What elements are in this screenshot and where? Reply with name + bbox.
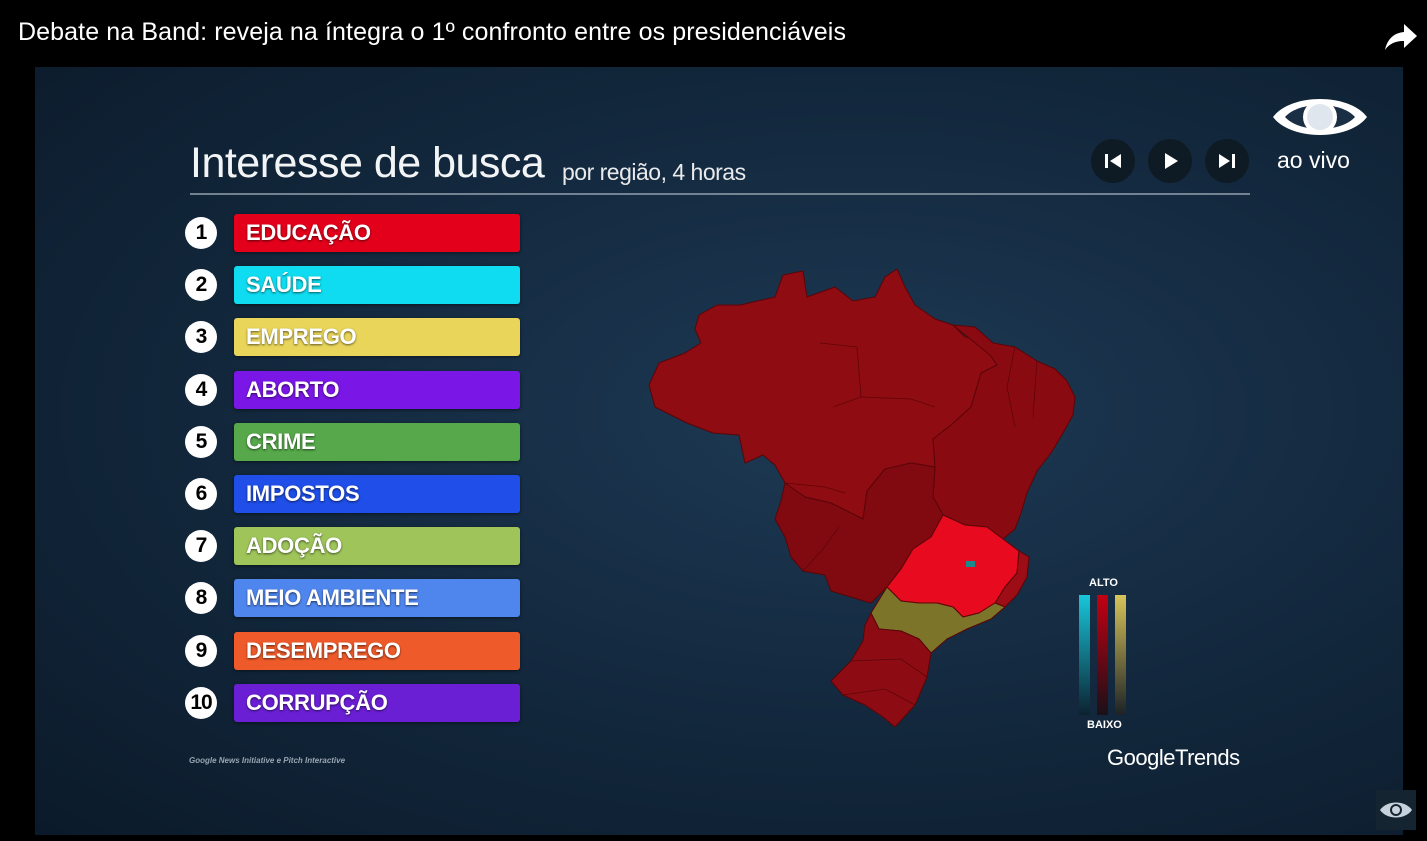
topic-label: MEIO AMBIENTE — [246, 585, 419, 611]
legend-bar-educacao — [1097, 595, 1108, 715]
skip-previous-button[interactable] — [1091, 139, 1135, 183]
topic-color-bar — [234, 683, 520, 722]
topic-row[interactable]: 8 MEIO AMBIENTE — [183, 578, 523, 618]
play-icon — [1165, 153, 1178, 169]
map-region-south — [830, 612, 932, 727]
topic-rank: 3 — [185, 321, 217, 354]
skip-next-icon — [1219, 154, 1235, 168]
topic-row[interactable]: 1 EDUCAÇÃO — [183, 213, 523, 253]
graphic-title: Interesse de busca — [190, 139, 545, 187]
topic-rank: 1 — [185, 217, 217, 249]
band-eye-watermark-icon — [1380, 802, 1412, 818]
topic-label: EDUCAÇÃO — [246, 220, 371, 245]
topic-label: ABORTO — [246, 376, 340, 402]
skip-previous-icon — [1105, 154, 1121, 168]
map-legend — [1079, 595, 1126, 715]
topic-row[interactable]: 6 IMPOSTOS — [183, 474, 523, 514]
map-federal-district — [966, 561, 975, 567]
topic-row[interactable]: 10 CORRUPÇÃO — [183, 683, 523, 723]
topic-color-bar — [234, 370, 520, 409]
topic-label: DESEMPREGO — [246, 637, 401, 663]
legend-high-label: ALTO — [1089, 577, 1118, 589]
topic-color-bar — [234, 422, 520, 461]
topic-color-bar — [234, 579, 520, 618]
play-button[interactable] — [1148, 139, 1192, 183]
topic-color-bar — [234, 266, 520, 305]
topic-row[interactable]: 3 EMPREGO — [183, 317, 523, 357]
topic-row[interactable]: 5 CRIME — [183, 422, 523, 462]
topic-row[interactable]: 7 ADOÇÃO — [183, 526, 523, 566]
channel-watermark — [1376, 790, 1416, 830]
topic-label: SAÚDE — [246, 272, 322, 298]
topic-rank: 10 — [185, 686, 217, 719]
topic-row[interactable]: 4 ABORTO — [183, 370, 523, 410]
topic-label: IMPOSTOS — [246, 481, 360, 506]
topic-rank: 7 — [185, 530, 217, 563]
topic-label: EMPREGO — [246, 324, 357, 350]
band-eye-logo — [1273, 99, 1367, 135]
topic-rank: 4 — [185, 373, 217, 406]
graphic-subtitle: por região, 4 horas — [562, 159, 746, 185]
google-trends-logo: GoogleTrends — [1107, 745, 1240, 771]
topic-rank: 5 — [185, 425, 217, 458]
title-divider — [190, 193, 1250, 195]
topic-label: ADOÇÃO — [246, 533, 342, 559]
share-arrow-icon[interactable] — [1384, 22, 1418, 52]
google-trends-google: Google — [1107, 745, 1175, 770]
topic-rank: 2 — [185, 269, 217, 302]
video-frame[interactable]: Interesse de busca por região, 4 horas a… — [35, 67, 1403, 835]
topic-color-bar — [234, 214, 520, 252]
topic-color-bar — [234, 631, 520, 670]
topic-color-bar — [234, 475, 520, 513]
topic-rank: 9 — [185, 634, 217, 667]
topic-label: CRIME — [246, 428, 316, 454]
video-title: Debate na Band: reveja na íntegra o 1º c… — [18, 18, 847, 46]
topic-color-bar — [234, 527, 520, 566]
legend-bar-emprego — [1115, 595, 1126, 715]
topic-label: CORRUPÇÃO — [246, 689, 388, 715]
topic-color-bar — [234, 318, 520, 357]
graphic-credit: Google News Initiative e Pitch Interacti… — [189, 756, 346, 765]
legend-bar-saude — [1079, 595, 1090, 715]
topic-row[interactable]: 2 SAÚDE — [183, 265, 523, 305]
brazil-region-map — [648, 268, 1076, 727]
map-region-northeast — [932, 324, 1076, 540]
skip-next-button[interactable] — [1205, 139, 1249, 183]
topic-rank: 8 — [185, 582, 217, 615]
topic-row[interactable]: 9 DESEMPREGO — [183, 631, 523, 671]
legend-low-label: BAIXO — [1087, 719, 1122, 731]
google-trends-trends: Trends — [1174, 745, 1240, 770]
live-label: ao vivo — [1277, 147, 1350, 173]
topic-rank: 6 — [185, 478, 217, 510]
